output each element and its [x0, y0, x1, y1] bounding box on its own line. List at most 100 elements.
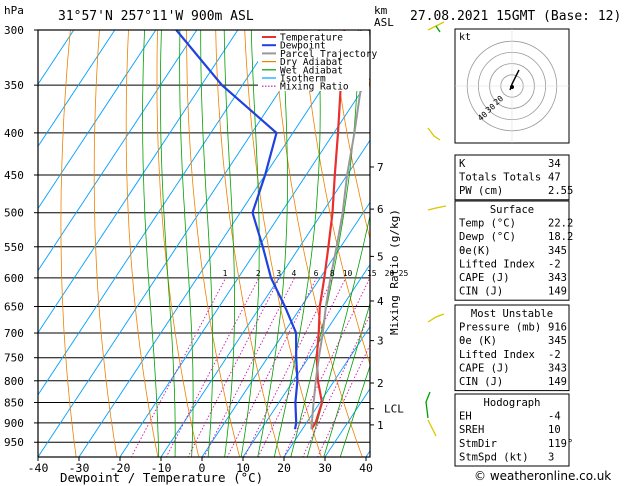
km-tick-label: 1: [377, 419, 384, 432]
table-row-value: -4: [548, 411, 561, 423]
x-tick-label: -40: [28, 461, 49, 475]
table-row-value: 10: [548, 424, 561, 436]
indices-box: [454, 154, 570, 201]
isotherm-line: [160, 139, 370, 457]
legend-label: Dry Adiabat: [280, 57, 343, 68]
x-tick-label: 0: [199, 461, 206, 475]
table-row-value: 34: [548, 158, 561, 170]
wind-barb-surface: [425, 391, 431, 419]
legend-background: [258, 31, 369, 91]
plot-frame: [37, 29, 371, 458]
table-row-value: 345: [548, 335, 567, 347]
km-tick-label: 4: [377, 295, 384, 308]
hpa-unit-label: hPa: [4, 4, 24, 17]
isotherm-line: [78, 30, 362, 457]
wind-barb: [427, 127, 441, 141]
mixing-ratio-label: 6: [314, 269, 319, 278]
plot-axes: 1 2 3 4 6 8 10 15 20 2530035040045050055060065070…: [4, 24, 408, 475]
table-row-value: -2: [548, 349, 561, 361]
most_unstable-box: [454, 304, 570, 392]
wet-adiabat-line: [257, 30, 288, 457]
mixing-ratio-label: 3: [276, 269, 281, 278]
table-row-value: 2.55: [548, 185, 573, 197]
x-tick-label: -30: [69, 461, 90, 475]
dry-adiabat-line: [564, 30, 629, 461]
mixing-ratio-line: [243, 277, 334, 457]
km-tick-label: 2: [377, 377, 384, 390]
wet-adiabat-line: [160, 30, 176, 457]
pressure-tick-label: 850: [4, 396, 24, 409]
dry-adiabat-line: [60, 30, 77, 457]
wet-adiabat-line: [339, 364, 370, 457]
wind-barbs: [425, 21, 447, 437]
x-tick-label: 30: [318, 461, 332, 475]
wet-adiabat-line: [306, 213, 370, 457]
x-tick-label: 40: [359, 461, 373, 475]
km-unit-label: km: [374, 4, 388, 17]
plot-curves: [175, 30, 370, 430]
hodograph-storm-motion: [510, 85, 514, 89]
table-row-value: 119°: [548, 438, 573, 450]
surface-box: [454, 200, 570, 301]
dry-adiabat-line: [156, 30, 200, 457]
mixing-ratio-line: [226, 277, 318, 457]
legend-label: Temperature: [280, 33, 343, 44]
pressure-tick-label: 800: [4, 375, 24, 388]
table-row-label: StmSpd (kt): [459, 451, 529, 463]
dry-adiabat-line: [215, 30, 282, 457]
asl-unit-label: ASL: [374, 16, 394, 29]
isotherm-line: [283, 325, 370, 457]
dry-adiabat-line: [623, 30, 629, 461]
mixing-ratio-axis-label: Mixing Ratio (g/kg): [388, 209, 401, 335]
mixing-ratio-line: [257, 277, 347, 457]
table-row-label: Dewp (°C): [459, 231, 516, 243]
mixing-ratio-line: [283, 277, 370, 457]
table-row-label: K: [459, 158, 466, 170]
km-tick-label: 5: [377, 250, 384, 263]
isotherm-line: [38, 30, 116, 148]
credit-text: © weatheronline.co.uk: [474, 469, 611, 483]
mixing-ratio-label: 20: [385, 269, 395, 278]
pressure-tick-label: 650: [4, 301, 24, 314]
legend-label: Mixing Ratio: [280, 82, 349, 93]
x-tick-label: 10: [236, 461, 250, 475]
mixing-ratio-line: [302, 313, 370, 457]
mixing-ratio-label: 10: [343, 269, 353, 278]
pressure-tick-label: 700: [4, 327, 24, 340]
mixing-ratio-label: 8: [330, 269, 335, 278]
wet-adiabat-line: [273, 30, 321, 457]
hodograph-kt-label: kt: [459, 32, 471, 43]
isotherm-line: [38, 30, 198, 272]
surface-title: Surface: [490, 204, 534, 216]
isotherm-line: [38, 30, 280, 396]
legend-label: Isotherm: [280, 74, 326, 85]
mixing-ratio-label: 1: [223, 269, 228, 278]
wet-adiabat-line: [223, 30, 235, 457]
isotherm-line: [38, 30, 321, 457]
table-row-label: SREH: [459, 424, 484, 436]
wet-adiabat-line: [240, 30, 260, 457]
dry-adiabat-line: [302, 30, 370, 366]
dry-adiabat-line: [125, 30, 159, 457]
hodograph_table-box: [454, 393, 570, 467]
table-row-value: 149: [548, 286, 567, 298]
legend-label: Wet Adiabat: [280, 65, 343, 76]
pressure-tick-label: 600: [4, 272, 24, 285]
pressure-tick-label: 900: [4, 417, 24, 430]
x-axis-label: Dewpoint / Temperature (°C): [60, 470, 263, 485]
isotherm-line: [38, 30, 157, 210]
table-row-label: StmDir: [459, 438, 497, 450]
wind-barb-flag: [435, 25, 441, 33]
mixing-ratio-label: 4: [292, 269, 297, 278]
pressure-tick-label: 500: [4, 207, 24, 220]
table-row-label: Temp (°C): [459, 218, 516, 230]
table-row-label: CIN (J): [459, 376, 503, 388]
table-row-value: 343: [548, 362, 567, 374]
series-line-temperature: [310, 30, 346, 430]
table-row-label: Pressure (mb): [459, 322, 541, 334]
x-tick-label: 20: [277, 461, 291, 475]
mixing-ratio-label: 25: [399, 269, 409, 278]
